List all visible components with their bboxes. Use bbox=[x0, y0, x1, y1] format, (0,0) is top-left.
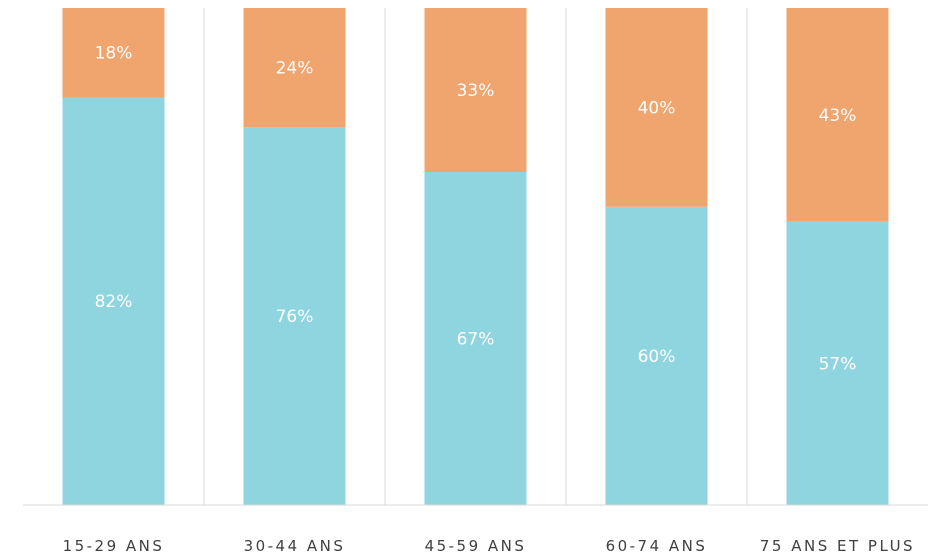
x-axis-tick-labels: 15-29 ANS 30-44 ANS 45-59 ANS 60-74 ANS 75 A… bbox=[63, 537, 915, 555]
bar-segment-lower bbox=[62, 97, 165, 506]
bar-segment-upper bbox=[786, 8, 889, 222]
x-tick-label: 75 ANS ET PLUS bbox=[760, 537, 915, 555]
bar-segment-upper bbox=[424, 8, 527, 173]
x-tick-label: 15-29 ANS bbox=[63, 537, 165, 555]
x-tick-label: 30-44 ANS bbox=[244, 537, 346, 555]
bar-segment-upper bbox=[605, 8, 708, 207]
data-label: 33% bbox=[457, 81, 495, 101]
bar-marks bbox=[62, 8, 889, 506]
x-tick-label: 60-74 ANS bbox=[606, 537, 708, 555]
data-label: 76% bbox=[276, 307, 314, 327]
bar-segment-lower bbox=[786, 221, 889, 505]
bar-segment-lower bbox=[424, 172, 527, 505]
data-label: 67% bbox=[457, 330, 495, 350]
data-label: 24% bbox=[276, 59, 314, 79]
bar-segment-upper bbox=[243, 8, 346, 128]
bar-segment-lower bbox=[243, 127, 346, 505]
data-label: 43% bbox=[819, 106, 857, 126]
data-label: 18% bbox=[95, 44, 133, 64]
category-dividers bbox=[203, 8, 748, 505]
x-tick-label: 45-59 ANS bbox=[425, 537, 527, 555]
data-label: 57% bbox=[819, 354, 857, 374]
data-label: 40% bbox=[638, 98, 676, 118]
bar-segment-lower bbox=[605, 206, 708, 506]
data-labels: 82% 18% 76% 24% 67% 33% 60% 40% 57% 43% bbox=[95, 44, 857, 375]
data-label: 60% bbox=[638, 347, 676, 367]
bar-segment-upper bbox=[62, 8, 165, 98]
data-label: 82% bbox=[95, 292, 133, 312]
